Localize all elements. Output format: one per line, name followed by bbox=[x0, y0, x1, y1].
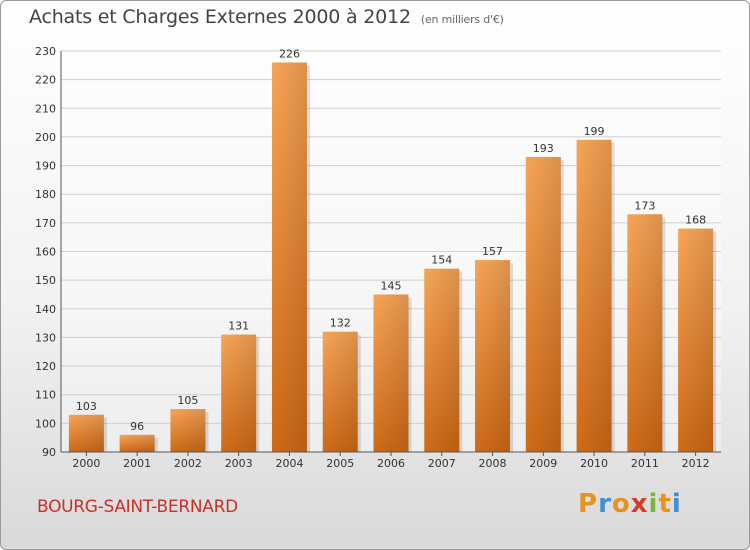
bar-value-label: 105 bbox=[177, 394, 198, 407]
x-tick-label: 2002 bbox=[174, 457, 202, 470]
y-tick-label: 210 bbox=[35, 102, 56, 115]
y-tick-label: 120 bbox=[35, 360, 56, 373]
y-tick-label: 110 bbox=[35, 389, 56, 402]
bar-shade bbox=[475, 260, 511, 452]
bar-shade bbox=[424, 268, 460, 452]
bar-shade bbox=[322, 331, 358, 452]
bar-value-label: 168 bbox=[685, 214, 706, 227]
bar-value-label: 145 bbox=[381, 279, 402, 292]
labels: 90 100 110 120 130 140 150 160 170 180 190 200 210 22… bbox=[35, 45, 710, 470]
bar-value-label: 157 bbox=[482, 245, 503, 258]
y-tick-label: 190 bbox=[35, 160, 56, 173]
bar-value-label: 199 bbox=[584, 125, 605, 138]
bar-value-label: 132 bbox=[330, 317, 351, 330]
bar-shade bbox=[221, 334, 257, 452]
bar-shade bbox=[576, 139, 612, 453]
bar-shade bbox=[373, 294, 409, 452]
location-label: BOURG-SAINT-BERNARD bbox=[37, 497, 238, 517]
y-tick-label: 140 bbox=[35, 303, 56, 316]
logo-letter: i bbox=[671, 489, 682, 519]
proxiti-logo: Proxiti bbox=[578, 489, 682, 519]
x-tick-label: 2011 bbox=[631, 457, 659, 470]
bars bbox=[68, 62, 717, 453]
y-tick-label: 220 bbox=[35, 74, 56, 87]
bar-value-label: 226 bbox=[279, 47, 300, 60]
bar-value-label: 103 bbox=[76, 400, 97, 413]
x-tick-label: 2003 bbox=[225, 457, 253, 470]
bar-shade bbox=[68, 414, 104, 452]
logo-letter: P bbox=[578, 489, 599, 519]
y-tick-label: 230 bbox=[35, 45, 56, 58]
logo-letter: x bbox=[630, 489, 649, 519]
y-tick-label: 200 bbox=[35, 131, 56, 144]
axes bbox=[60, 51, 721, 456]
bar-value-label: 193 bbox=[533, 142, 554, 155]
bar-value-label: 173 bbox=[634, 199, 655, 212]
bar-shade bbox=[119, 434, 155, 452]
y-tick-label: 150 bbox=[35, 274, 56, 287]
x-tick-label: 2006 bbox=[377, 457, 405, 470]
bar-shade bbox=[678, 228, 714, 452]
bar-value-label: 131 bbox=[228, 320, 249, 333]
chart-title-text: Achats et Charges Externes 2000 à 2012 bbox=[29, 6, 411, 28]
x-tick-label: 2005 bbox=[326, 457, 354, 470]
bar-shade bbox=[170, 409, 206, 452]
bar-shade bbox=[271, 62, 307, 452]
x-tick-label: 2004 bbox=[275, 457, 303, 470]
y-tick-label: 180 bbox=[35, 188, 56, 201]
y-tick-label: 160 bbox=[35, 246, 56, 259]
x-tick-label: 2008 bbox=[479, 457, 507, 470]
x-tick-label: 2001 bbox=[123, 457, 151, 470]
bar-value-label: 96 bbox=[130, 420, 144, 433]
chart-title: Achats et Charges Externes 2000 à 2012 (e… bbox=[29, 6, 504, 28]
logo-letter: t bbox=[658, 489, 672, 519]
x-tick-label: 2007 bbox=[428, 457, 456, 470]
x-tick-label: 2009 bbox=[529, 457, 557, 470]
y-tick-label: 90 bbox=[42, 446, 56, 459]
y-tick-label: 100 bbox=[35, 417, 56, 430]
bar-shade bbox=[627, 214, 663, 452]
x-tick-label: 2000 bbox=[72, 457, 100, 470]
bar-shade bbox=[525, 156, 561, 452]
y-tick-label: 130 bbox=[35, 331, 56, 344]
logo-letter: i bbox=[648, 489, 659, 519]
chart-subtitle: (en milliers d'€) bbox=[420, 13, 504, 26]
x-tick-label: 2012 bbox=[682, 457, 710, 470]
logo-letter: r bbox=[598, 489, 612, 519]
x-tick-label: 2010 bbox=[580, 457, 608, 470]
bar-value-label: 154 bbox=[431, 254, 452, 267]
logo-letter: o bbox=[611, 489, 631, 519]
y-tick-label: 170 bbox=[35, 217, 56, 230]
